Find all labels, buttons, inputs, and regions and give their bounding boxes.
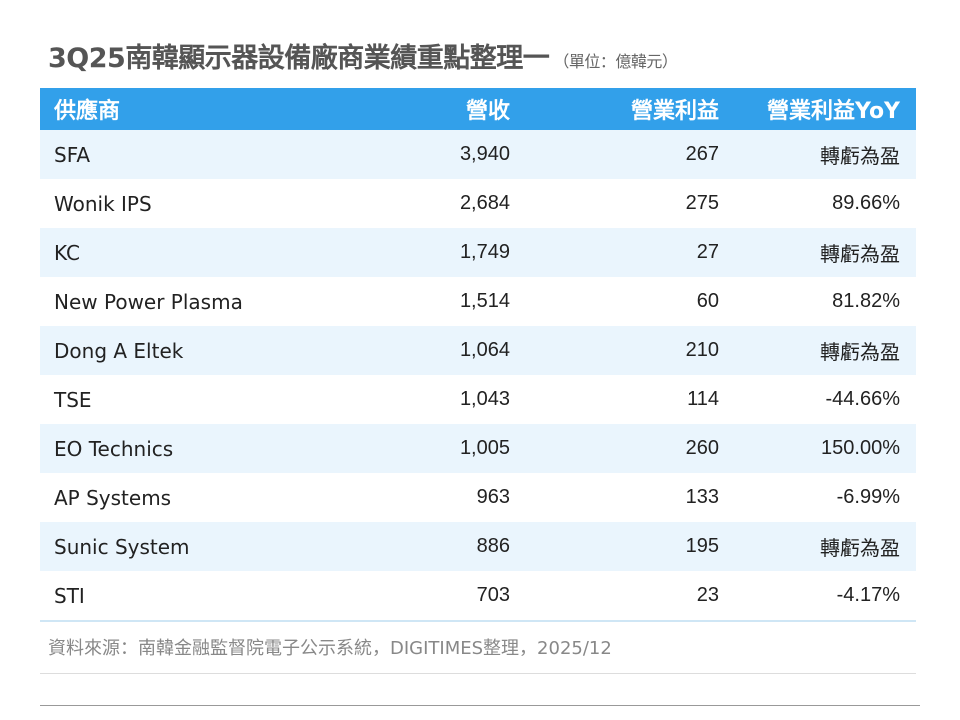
cell-revenue: 1,005 <box>394 424 510 473</box>
cell-operating-income: 195 <box>510 522 719 571</box>
cell-revenue: 1,514 <box>394 277 510 326</box>
table-row: New Power Plasma 1,514 60 81.82% <box>40 277 916 326</box>
table-row: Wonik IPS 2,684 275 89.66% <box>40 179 916 228</box>
cell-supplier: AP Systems <box>40 473 394 522</box>
cell-operating-income: 133 <box>510 473 719 522</box>
title-text: 3Q25南韓顯示器設備廠商業績重點整理一 <box>48 43 550 74</box>
cell-supplier: STI <box>40 571 394 622</box>
cell-operating-income: 27 <box>510 228 719 277</box>
cell-supplier: SFA <box>40 130 394 179</box>
page-title: 3Q25南韓顯示器設備廠商業績重點整理一 （單位：億韓元） <box>48 36 678 75</box>
table-header-row: 供應商 營收 營業利益 營業利益YoY <box>40 88 916 130</box>
cell-revenue: 703 <box>394 571 510 622</box>
table-row: Sunic System 886 195 轉虧為盈 <box>40 522 916 571</box>
cell-revenue: 1,064 <box>394 326 510 375</box>
cell-supplier: Wonik IPS <box>40 179 394 228</box>
cell-operating-income-yoy: -4.17% <box>719 571 916 622</box>
cell-revenue: 886 <box>394 522 510 571</box>
header-supplier: 供應商 <box>40 88 394 130</box>
table-row: SFA 3,940 267 轉虧為盈 <box>40 130 916 179</box>
cell-supplier: KC <box>40 228 394 277</box>
cell-operating-income-yoy: 150.00% <box>719 424 916 473</box>
cell-operating-income-yoy: -6.99% <box>719 473 916 522</box>
header-revenue: 營收 <box>394 88 510 130</box>
cell-operating-income-yoy: 89.66% <box>719 179 916 228</box>
cell-operating-income: 275 <box>510 179 719 228</box>
cell-supplier: Sunic System <box>40 522 394 571</box>
source-note: 資料來源：南韓金融監督院電子公示系統，DIGITIMES整理，2025/12 <box>48 638 612 659</box>
cell-operating-income: 267 <box>510 130 719 179</box>
cell-operating-income-yoy: 轉虧為盈 <box>719 522 916 571</box>
cell-supplier: EO Technics <box>40 424 394 473</box>
header-operating-income-yoy: 營業利益YoY <box>719 88 916 130</box>
table-row: STI 703 23 -4.17% <box>40 571 916 622</box>
divider <box>40 673 916 674</box>
table-row: EO Technics 1,005 260 150.00% <box>40 424 916 473</box>
cell-supplier: New Power Plasma <box>40 277 394 326</box>
table-row: KC 1,749 27 轉虧為盈 <box>40 228 916 277</box>
table-row: AP Systems 963 133 -6.99% <box>40 473 916 522</box>
cell-operating-income-yoy: 轉虧為盈 <box>719 326 916 375</box>
cell-revenue: 1,749 <box>394 228 510 277</box>
cell-operating-income: 114 <box>510 375 719 424</box>
results-table: 供應商 營收 營業利益 營業利益YoY SFA 3,940 267 轉虧為盈 Wonik… <box>40 88 916 622</box>
cell-operating-income-yoy: -44.66% <box>719 375 916 424</box>
cell-operating-income: 60 <box>510 277 719 326</box>
cell-supplier: Dong A Eltek <box>40 326 394 375</box>
header-operating-income: 營業利益 <box>510 88 719 130</box>
cell-operating-income-yoy: 81.82% <box>719 277 916 326</box>
cell-revenue: 3,940 <box>394 130 510 179</box>
cell-operating-income: 260 <box>510 424 719 473</box>
table-row: Dong A Eltek 1,064 210 轉虧為盈 <box>40 326 916 375</box>
cell-revenue: 2,684 <box>394 179 510 228</box>
cell-operating-income: 23 <box>510 571 719 622</box>
cell-revenue: 963 <box>394 473 510 522</box>
cell-revenue: 1,043 <box>394 375 510 424</box>
table-row: TSE 1,043 114 -44.66% <box>40 375 916 424</box>
cell-operating-income-yoy: 轉虧為盈 <box>719 228 916 277</box>
cell-operating-income: 210 <box>510 326 719 375</box>
divider <box>40 705 920 706</box>
cell-supplier: TSE <box>40 375 394 424</box>
cell-operating-income-yoy: 轉虧為盈 <box>719 130 916 179</box>
unit-note: （單位：億韓元） <box>553 52 678 71</box>
